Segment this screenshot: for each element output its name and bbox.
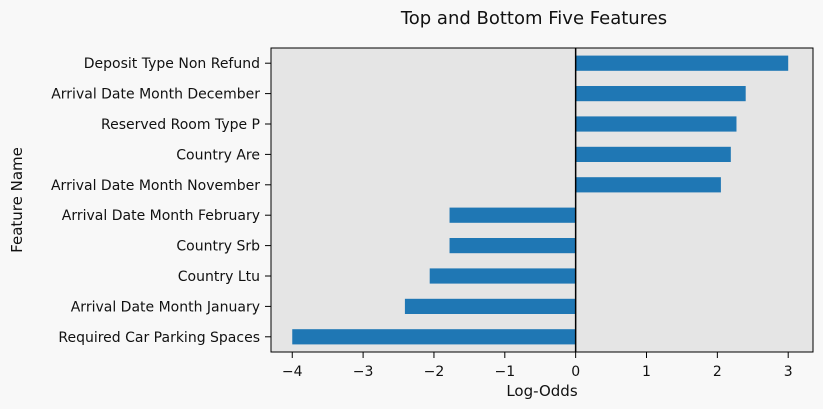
y-tick-label: Deposit Type Non Refund [84, 56, 260, 72]
x-axis-ticks: −4 −3 −2 −1 0 1 2 3 [282, 352, 793, 380]
x-tick-label: −1 [494, 364, 515, 380]
x-tick-label: 2 [713, 364, 722, 380]
x-tick-label: 3 [784, 364, 793, 380]
x-tick-label: −4 [282, 364, 303, 380]
bar [429, 268, 576, 284]
chart-title: Top and Bottom Five Features [400, 8, 667, 29]
y-axis-ticks: Deposit Type Non Refund Arrival Date Mont… [51, 56, 271, 346]
bar [292, 329, 576, 345]
x-axis-label: Log-Odds [506, 382, 577, 400]
y-tick-label: Country Are [176, 147, 260, 163]
x-tick-label: −2 [424, 364, 445, 380]
y-tick-label: Reserved Room Type P [101, 117, 260, 133]
bar [575, 146, 731, 162]
bar [575, 55, 789, 71]
y-tick-label: Arrival Date Month November [51, 178, 260, 194]
x-tick-label: 0 [571, 364, 580, 380]
y-tick-label: Country Srb [176, 239, 260, 255]
y-tick-label: Arrival Date Month February [62, 208, 260, 224]
bar [575, 86, 746, 102]
bar [575, 177, 721, 193]
y-axis-label: Feature Name [8, 147, 26, 253]
plot-frame [270, 47, 814, 353]
x-tick-label: 1 [642, 364, 651, 380]
bar [449, 238, 576, 254]
bar [575, 116, 737, 132]
y-tick-label: Country Ltu [178, 269, 260, 285]
bar [449, 207, 576, 223]
y-tick-label: Arrival Date Month January [71, 299, 260, 315]
bars-group [292, 55, 789, 345]
y-tick-label: Arrival Date Month December [51, 87, 260, 103]
bar [404, 298, 576, 314]
x-tick-label: −3 [353, 364, 374, 380]
y-tick-label: Required Car Parking Spaces [58, 330, 260, 346]
